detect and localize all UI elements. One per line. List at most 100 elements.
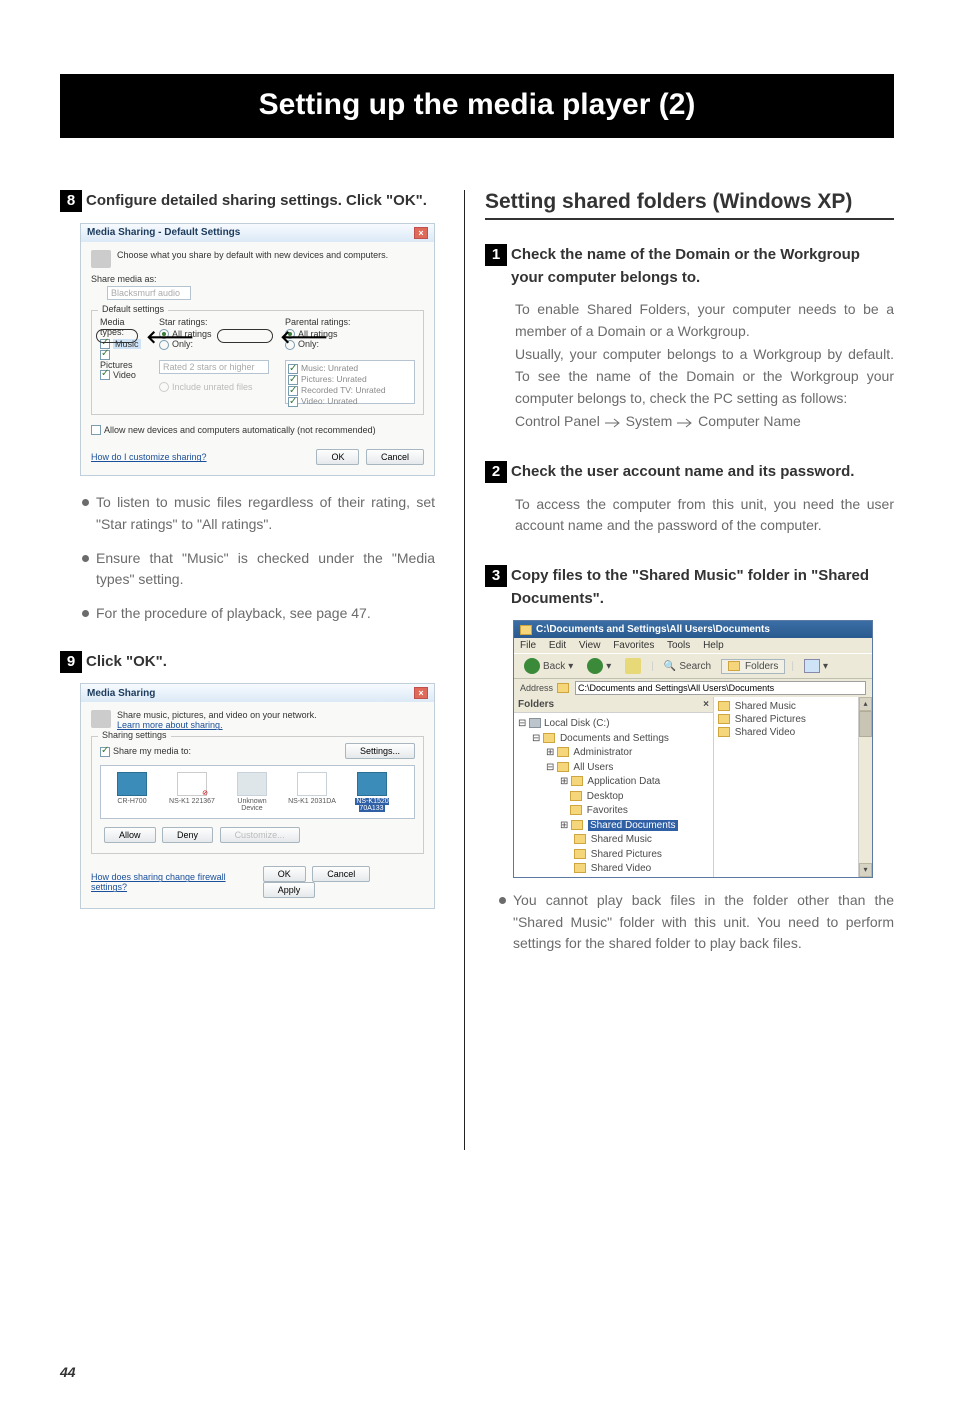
menu-file[interactable]: File <box>520 640 536 651</box>
folders-panel-header: Folders× <box>514 697 713 713</box>
tree-item[interactable]: Shared Music <box>591 834 652 845</box>
address-label: Address <box>520 683 553 693</box>
dialog8-body: Choose what you share by default with ne… <box>81 242 434 476</box>
device-item[interactable]: ⊘NS-K1 221367 <box>167 772 217 812</box>
dialog9-titlebar: Media Sharing × <box>81 684 434 702</box>
info-icon <box>91 710 111 728</box>
up-button[interactable] <box>621 657 645 675</box>
device-item[interactable]: CR-H700 <box>107 772 157 812</box>
close-icon[interactable]: × <box>414 687 428 699</box>
devices-list[interactable]: CR-H700 ⊘NS-K1 221367 Unknown Device NS-… <box>100 765 415 819</box>
search-icon: 🔍 <box>664 661 676 672</box>
step-1-number: 1 <box>485 244 507 266</box>
tree-item[interactable]: Desktop <box>587 791 624 802</box>
xp-right-pane[interactable]: Shared Music Shared Pictures Shared Vide… <box>714 697 858 877</box>
close-panel-icon[interactable]: × <box>703 699 709 710</box>
device-item[interactable]: Unknown Device <box>227 772 277 812</box>
media-sharing-default-settings-dialog: Media Sharing - Default Settings × Choos… <box>80 223 435 477</box>
address-input[interactable] <box>575 681 866 695</box>
info-icon <box>91 250 111 268</box>
tree-item[interactable]: All Users <box>573 762 613 773</box>
list-item: Recorded TV: Unrated <box>301 385 386 395</box>
note-item: Ensure that "Music" is checked under the… <box>82 548 435 591</box>
xp-titlebar: C:\Documents and Settings\All Users\Docu… <box>514 621 872 638</box>
device-item[interactable]: NS-K1520 70A133 <box>347 772 397 812</box>
scroll-thumb[interactable] <box>859 711 872 737</box>
arrow-icon: 🡐 <box>146 327 194 348</box>
tree-item[interactable]: Shared Pictures <box>591 849 662 860</box>
folder-icon <box>570 805 582 815</box>
tree-item[interactable]: Administrator <box>573 747 632 758</box>
tree-item[interactable]: Application Data <box>587 776 660 787</box>
folder-icon <box>718 701 730 711</box>
list-item[interactable]: Shared Video <box>735 727 795 738</box>
folder-icon <box>557 683 569 693</box>
step-1-heading: 1 Check the name of the Domain or the Wo… <box>485 244 894 289</box>
share-as-label: Share media as: <box>91 274 424 284</box>
share-to-checkbox[interactable] <box>100 747 110 757</box>
pictures-checkbox[interactable] <box>100 350 110 360</box>
forward-button[interactable]: ▾ <box>583 657 615 675</box>
tree-item[interactable]: Local Disk (C:) <box>544 718 610 729</box>
parental-listbox[interactable]: Music: Unrated Pictures: Unrated Recorde… <box>285 360 415 404</box>
customize-sharing-link[interactable]: How do I customize sharing? <box>91 452 207 462</box>
folder-icon <box>574 834 586 844</box>
video-checkbox[interactable] <box>100 370 110 380</box>
star-ratings-label: Star ratings: <box>159 317 269 327</box>
close-icon[interactable]: × <box>414 227 428 239</box>
ok-button[interactable]: OK <box>263 866 306 882</box>
scroll-down-icon[interactable]: ▾ <box>859 863 872 877</box>
tree-item[interactable]: Documents and Settings <box>560 733 669 744</box>
folder-icon <box>574 863 586 873</box>
xp-folder-tree[interactable]: Folders× ⊟ Local Disk (C:) ⊟ Documents a… <box>514 697 714 877</box>
apply-button[interactable]: Apply <box>263 882 316 898</box>
cancel-button[interactable]: Cancel <box>312 866 370 882</box>
search-button[interactable]: 🔍Search <box>660 660 715 673</box>
scroll-up-icon[interactable]: ▴ <box>859 697 872 711</box>
dialog9-hint: Share music, pictures, and video on your… <box>117 710 317 730</box>
scrollbar-vertical[interactable]: ▴ ▾ <box>858 697 872 877</box>
menu-edit[interactable]: Edit <box>549 640 566 651</box>
deny-button[interactable]: Deny <box>162 827 213 843</box>
settings-3col: Media types: Music Pictures Video Star r… <box>100 317 415 404</box>
folder-icon <box>557 762 569 772</box>
share-as-input[interactable] <box>107 286 191 300</box>
ok-button[interactable]: OK <box>316 449 359 465</box>
step1-para-a: To enable Shared Folders, your computer … <box>515 299 894 342</box>
folders-button[interactable]: Folders <box>721 659 785 674</box>
list-item[interactable]: Shared Pictures <box>735 714 806 725</box>
views-icon <box>804 659 820 673</box>
up-icon <box>625 658 641 674</box>
step-3-text: Copy files to the "Shared Music" folder … <box>511 565 894 610</box>
allow-new-checkbox[interactable] <box>91 425 101 435</box>
xp-title: C:\Documents and Settings\All Users\Docu… <box>536 624 770 635</box>
step-8-number: 8 <box>60 190 82 212</box>
menu-view[interactable]: View <box>579 640 601 651</box>
menu-help[interactable]: Help <box>703 640 724 651</box>
rated-dropdown[interactable] <box>159 360 269 374</box>
menu-favorites[interactable]: Favorites <box>613 640 654 651</box>
parental-label: Parental ratings: <box>285 317 415 327</box>
tree-item[interactable]: Favorites <box>587 805 628 816</box>
list-item[interactable]: Shared Music <box>735 701 796 712</box>
tree-item-selected[interactable]: Shared Documents <box>588 820 678 831</box>
settings-button[interactable]: Settings... <box>345 743 415 759</box>
device-icon: ⊘ <box>177 772 207 796</box>
views-button[interactable]: ▾ <box>800 658 832 674</box>
menu-tools[interactable]: Tools <box>667 640 690 651</box>
step-3-heading: 3 Copy files to the "Shared Music" folde… <box>485 565 894 610</box>
firewall-link[interactable]: How does sharing change firewall setting… <box>91 872 259 892</box>
learn-more-link[interactable]: Learn more about sharing. <box>117 720 317 730</box>
back-button[interactable]: Back ▾ <box>520 657 577 675</box>
device-item[interactable]: NS-K1 2031DA <box>287 772 337 812</box>
folder-icon <box>557 747 569 757</box>
tree-item[interactable]: Shared Video <box>591 863 651 874</box>
folders-icon <box>728 661 740 671</box>
cancel-button[interactable]: Cancel <box>366 449 424 465</box>
step-2-text: Check the user account name and its pass… <box>511 461 894 484</box>
allow-button[interactable]: Allow <box>104 827 156 843</box>
dialog8-hint: Choose what you share by default with ne… <box>117 250 388 260</box>
step-3-number: 3 <box>485 565 507 587</box>
device-icon <box>297 772 327 796</box>
media-sharing-dialog: Media Sharing × Share music, pictures, a… <box>80 683 435 909</box>
